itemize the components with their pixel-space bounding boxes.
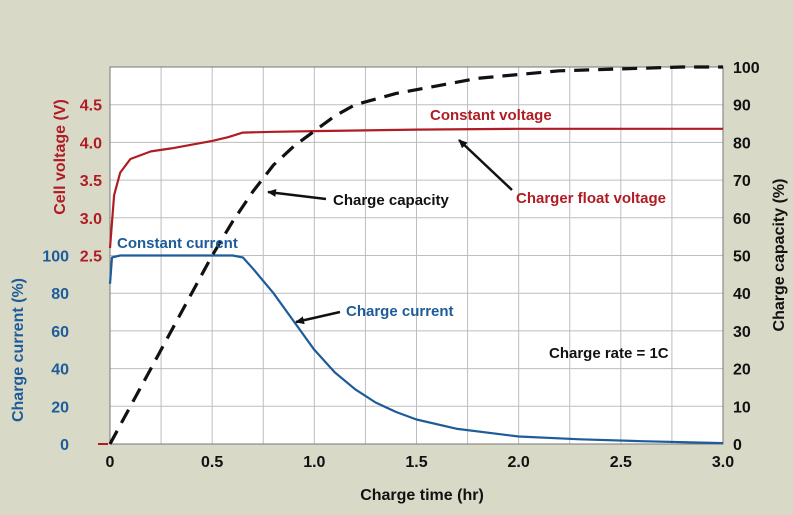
arrow-charger-float-voltage — [458, 139, 513, 191]
x-tick-label: 1.0 — [303, 454, 325, 471]
y-tick-label-current: 80 — [51, 286, 69, 303]
y-tick-label-capacity: 40 — [733, 286, 751, 303]
y-tick-label-voltage: 2.5 — [80, 249, 102, 266]
y-tick-label-current: 100 — [42, 249, 69, 266]
annotation-charge-capacity: Charge capacity — [333, 192, 450, 209]
annotation-charge-current: Charge current — [346, 303, 454, 320]
y-axis-label-capacity: Charge capacity (%) — [771, 179, 788, 332]
annotation-constant-voltage: Constant voltage — [430, 107, 552, 124]
y-tick-label-capacity: 0 — [733, 437, 742, 454]
tick-labels: 0 0.5 1.0 1.5 2.0 2.5 3.0 2.5 3.0 3.5 4.0 4.5 0 20 40 6… — [42, 60, 760, 471]
y-tick-label-capacity: 10 — [733, 399, 751, 416]
y-tick-label-voltage: 3.0 — [80, 211, 102, 228]
y-axis-label-voltage: Cell voltage (V) — [52, 99, 69, 215]
y-tick-label-voltage: 4.0 — [80, 135, 102, 152]
annotation-constant-current: Constant current — [117, 235, 238, 252]
y-tick-label-current: 20 — [51, 399, 69, 416]
y-tick-label-current: 40 — [51, 362, 69, 379]
y-tick-label-capacity: 90 — [733, 98, 751, 115]
series-line-current — [108, 254, 724, 445]
y-tick-label-current: 0 — [60, 437, 69, 454]
y-tick-label-capacity: 70 — [733, 173, 751, 190]
x-axis-label: Charge time (hr) — [360, 487, 484, 504]
y-axis-label-current: Charge current (%) — [10, 278, 27, 422]
annotation-charge-rate: Charge rate = 1C — [549, 345, 669, 362]
arrow-charge-current — [295, 310, 341, 325]
x-tick-label: 2.5 — [610, 454, 632, 471]
arrow-charge-capacity — [267, 188, 327, 201]
annotation-charger-float-voltage: Charger float voltage — [516, 190, 666, 207]
y-tick-label-capacity: 60 — [733, 211, 751, 228]
x-tick-label: 0.5 — [201, 454, 223, 471]
y-tick-label-voltage: 4.5 — [80, 98, 102, 115]
series-line-voltage — [108, 127, 723, 249]
y-tick-label-capacity: 100 — [733, 60, 760, 77]
y-tick-label-capacity: 50 — [733, 249, 751, 266]
x-tick-label: 3.0 — [712, 454, 734, 471]
plot-frame — [109, 66, 724, 445]
y-tick-label-capacity: 80 — [733, 135, 751, 152]
x-tick-label: 1.5 — [405, 454, 427, 471]
y-tick-label-voltage: 3.5 — [80, 173, 102, 190]
y-tick-label-capacity: 20 — [733, 362, 751, 379]
x-tick-label: 2.0 — [508, 454, 530, 471]
y-tick-label-current: 60 — [51, 324, 69, 341]
series-group — [108, 65, 724, 445]
x-tick-label: 0 — [106, 454, 115, 471]
y-tick-label-capacity: 30 — [733, 324, 751, 341]
